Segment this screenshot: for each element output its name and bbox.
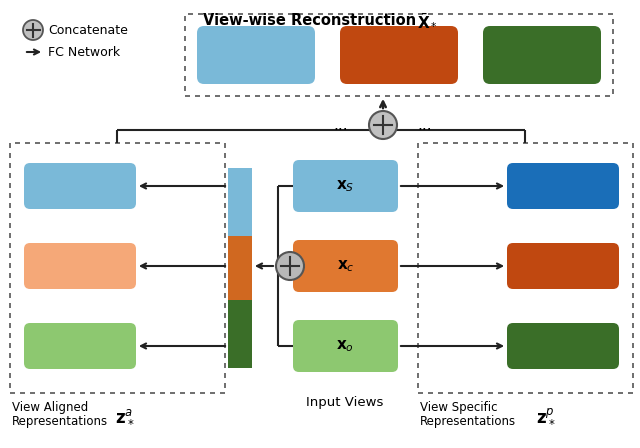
Bar bbox=[228, 168, 252, 236]
Text: View Specific: View Specific bbox=[420, 401, 497, 414]
Text: $\mathbf{z}_*^a$: $\mathbf{z}_*^a$ bbox=[115, 406, 134, 424]
FancyBboxPatch shape bbox=[507, 163, 619, 209]
FancyBboxPatch shape bbox=[507, 323, 619, 369]
Text: $\mathbf{z}_*^p$: $\mathbf{z}_*^p$ bbox=[536, 406, 556, 425]
Bar bbox=[10, 143, 225, 393]
Bar bbox=[228, 300, 252, 368]
Text: Representations: Representations bbox=[420, 415, 516, 428]
FancyBboxPatch shape bbox=[507, 243, 619, 289]
FancyBboxPatch shape bbox=[340, 26, 458, 84]
Bar bbox=[228, 236, 252, 302]
Text: ...: ... bbox=[418, 117, 432, 133]
Text: $\mathbf{x}_o$: $\mathbf{x}_o$ bbox=[337, 338, 355, 354]
Text: Representations: Representations bbox=[12, 415, 108, 428]
Text: View-wise Reconstruction: View-wise Reconstruction bbox=[204, 13, 417, 28]
Text: FC Network: FC Network bbox=[48, 46, 120, 59]
Circle shape bbox=[276, 252, 304, 280]
FancyBboxPatch shape bbox=[293, 160, 398, 212]
Text: ...: ... bbox=[333, 117, 348, 133]
FancyBboxPatch shape bbox=[293, 320, 398, 372]
Text: $\bar{\mathbf{X}}_*$: $\bar{\mathbf{X}}_*$ bbox=[417, 13, 438, 30]
FancyBboxPatch shape bbox=[483, 26, 601, 84]
Circle shape bbox=[369, 111, 397, 139]
FancyBboxPatch shape bbox=[24, 163, 136, 209]
Circle shape bbox=[23, 20, 43, 40]
Text: Concatenate: Concatenate bbox=[48, 23, 128, 36]
FancyBboxPatch shape bbox=[197, 26, 315, 84]
Text: View Aligned: View Aligned bbox=[12, 401, 88, 414]
Bar bbox=[418, 143, 633, 393]
Bar bbox=[185, 14, 613, 96]
Text: $\mathbf{x}_c$: $\mathbf{x}_c$ bbox=[337, 258, 355, 274]
Text: Input Views: Input Views bbox=[307, 396, 384, 409]
FancyBboxPatch shape bbox=[24, 243, 136, 289]
Text: $\mathbf{x}_S$: $\mathbf{x}_S$ bbox=[336, 178, 355, 194]
FancyBboxPatch shape bbox=[293, 240, 398, 292]
FancyBboxPatch shape bbox=[24, 323, 136, 369]
